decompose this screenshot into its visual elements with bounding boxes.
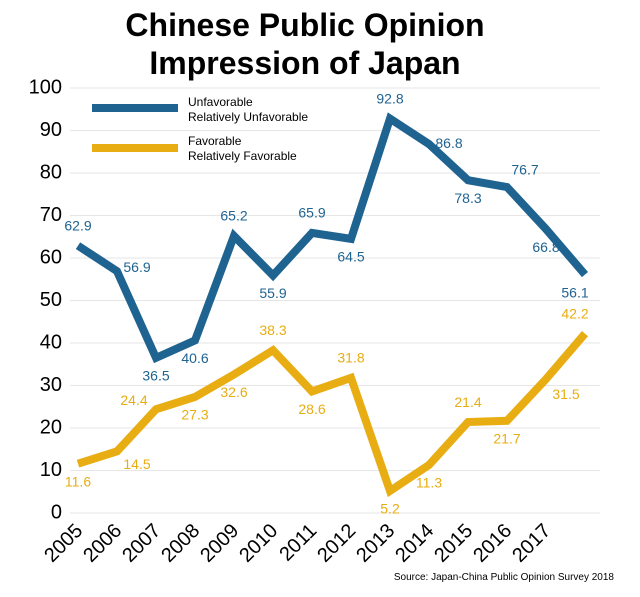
x-tick-label: 2016: [469, 520, 516, 567]
data-label: 55.9: [259, 285, 286, 301]
y-tick-label: 10: [40, 459, 62, 481]
y-tick-label: 80: [40, 161, 62, 183]
y-tick-label: 90: [40, 119, 62, 141]
y-tick-label: 100: [29, 76, 62, 98]
y-tick-label: 50: [40, 289, 62, 311]
data-label: 31.8: [337, 350, 364, 366]
y-tick-label: 70: [40, 204, 62, 226]
data-label: 11.3: [416, 475, 442, 491]
series-line: [75, 112, 589, 364]
x-tick-label: 2013: [352, 520, 399, 567]
data-label: 42.2: [561, 305, 588, 321]
y-tick-label: 60: [40, 246, 62, 268]
data-label: 36.5: [142, 368, 169, 384]
data-label: 64.5: [337, 249, 364, 265]
legend-label: Unfavorable Relatively Unfavorable: [188, 95, 309, 124]
y-tick-label: 0: [51, 501, 62, 523]
y-tick-label: 40: [40, 331, 62, 353]
data-label: 78.3: [454, 190, 481, 206]
data-label: 31.5: [552, 386, 579, 402]
chart-title: Chinese Public Opinion Impression of Jap…: [125, 7, 485, 81]
y-tick-label: 30: [40, 374, 62, 396]
data-label: 21.4: [454, 394, 481, 410]
data-label: 66.8: [532, 239, 559, 255]
data-label: 24.4: [120, 392, 147, 408]
x-tick-label: 2009: [196, 520, 243, 567]
data-label: 5.2: [380, 501, 400, 517]
data-label: 27.3: [181, 407, 208, 423]
x-tick-label: 2008: [157, 520, 204, 567]
x-tick-label: 2015: [430, 520, 477, 567]
data-label: 92.8: [376, 90, 403, 106]
data-label: 65.9: [298, 205, 325, 221]
series-line: [76, 331, 589, 498]
data-label: 56.1: [561, 284, 588, 300]
data-label: 76.7: [511, 162, 538, 178]
data-label: 40.6: [181, 350, 208, 366]
x-tick-label: 2012: [313, 520, 360, 567]
x-tick-label: 2007: [118, 520, 165, 567]
data-label: 28.6: [298, 401, 325, 417]
data-label: 65.2: [220, 208, 247, 224]
data-label: 56.9: [123, 259, 150, 275]
x-tick-label: 2006: [79, 520, 126, 567]
x-tick-label: 2011: [275, 520, 321, 566]
x-tick-label: 2005: [40, 520, 87, 567]
data-label: 21.7: [493, 430, 520, 446]
legend-label: Favorable Relatively Favorable: [188, 134, 297, 163]
y-tick-label: 20: [40, 416, 62, 438]
data-label: 86.8: [435, 135, 462, 151]
data-label: 11.6: [65, 473, 91, 489]
x-tick-label: 2017: [508, 520, 555, 567]
data-label: 62.9: [64, 217, 91, 233]
data-label: 14.5: [123, 456, 150, 472]
x-tick-label: 2010: [235, 520, 282, 567]
data-label: 38.3: [259, 322, 286, 338]
x-tick-label: 2014: [391, 520, 438, 567]
source-note: Source: Japan-China Public Opinion Surve…: [393, 572, 614, 583]
data-label: 32.6: [220, 384, 247, 400]
